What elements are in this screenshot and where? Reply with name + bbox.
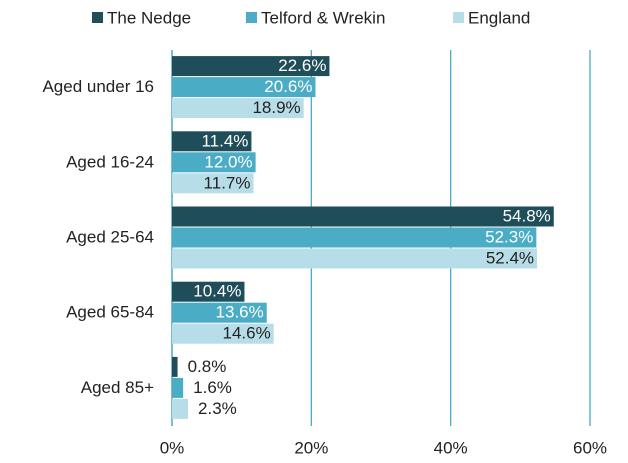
data-label: 18.9% <box>252 98 300 117</box>
bar <box>172 227 537 248</box>
data-label: 22.6% <box>278 56 326 75</box>
x-tick-label: 40% <box>434 438 468 457</box>
bar <box>172 323 274 344</box>
data-label: 52.3% <box>485 227 533 246</box>
bar <box>172 77 316 98</box>
y-tick-label: Aged under 16 <box>42 77 154 96</box>
data-label: 13.6% <box>216 303 264 322</box>
y-tick-label: Aged 65-84 <box>66 303 154 322</box>
data-label: 54.8% <box>503 206 551 225</box>
x-tick-label: 60% <box>573 438 607 457</box>
data-label: 1.6% <box>193 378 232 397</box>
y-tick-label: Aged 85+ <box>81 378 154 397</box>
bar <box>172 152 256 173</box>
legend-swatch <box>453 12 464 23</box>
legend-label: England <box>468 8 530 27</box>
legend-label: The Nedge <box>107 8 191 27</box>
data-label: 12.0% <box>204 152 252 171</box>
bar <box>172 398 189 419</box>
y-tick-label: Aged 25-64 <box>66 227 154 246</box>
data-label: 14.6% <box>223 324 271 343</box>
bar <box>172 206 554 227</box>
data-label: 2.3% <box>198 399 237 418</box>
data-label: 10.4% <box>193 282 241 301</box>
x-tick-label: 20% <box>294 438 328 457</box>
data-label: 0.8% <box>188 357 227 376</box>
bar <box>172 356 178 377</box>
legend-swatch <box>92 12 103 23</box>
data-label: 11.7% <box>204 173 251 192</box>
legend-swatch <box>246 12 257 23</box>
bar <box>172 173 254 194</box>
bar <box>172 131 252 152</box>
data-label: 11.4% <box>201 131 248 150</box>
bar <box>172 281 245 302</box>
bar <box>172 248 538 269</box>
y-tick-label: Aged 16-24 <box>66 152 154 171</box>
bar <box>172 98 304 119</box>
data-label: 52.4% <box>486 248 534 267</box>
data-label: 20.6% <box>264 77 312 96</box>
x-tick-label: 0% <box>160 438 185 457</box>
bar <box>172 302 267 323</box>
bar <box>172 56 330 77</box>
bar <box>172 377 184 398</box>
legend-label: Telford & Wrekin <box>261 8 385 27</box>
